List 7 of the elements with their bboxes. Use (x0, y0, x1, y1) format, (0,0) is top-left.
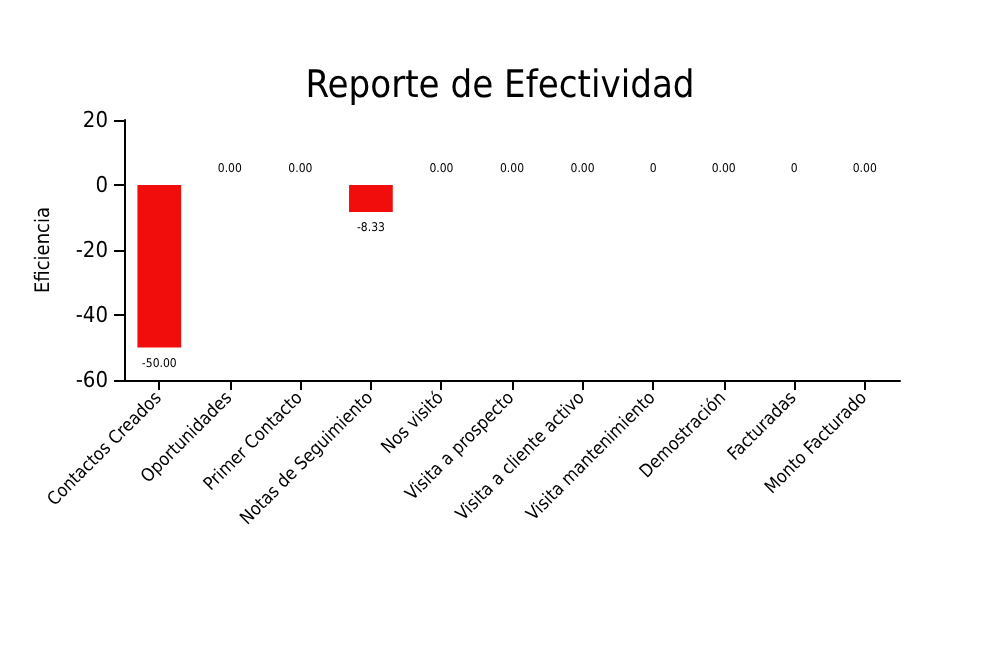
chart-title: Reporte de Efectividad (305, 63, 695, 107)
y-tick-label: 0 (95, 172, 108, 198)
y-tick-label: 20 (82, 107, 108, 133)
y-tick-label: -20 (75, 237, 108, 263)
y-tick-label: -60 (75, 367, 108, 393)
y-tick-label: -40 (75, 302, 108, 328)
y-axis-title: Eficiencia (32, 207, 55, 293)
